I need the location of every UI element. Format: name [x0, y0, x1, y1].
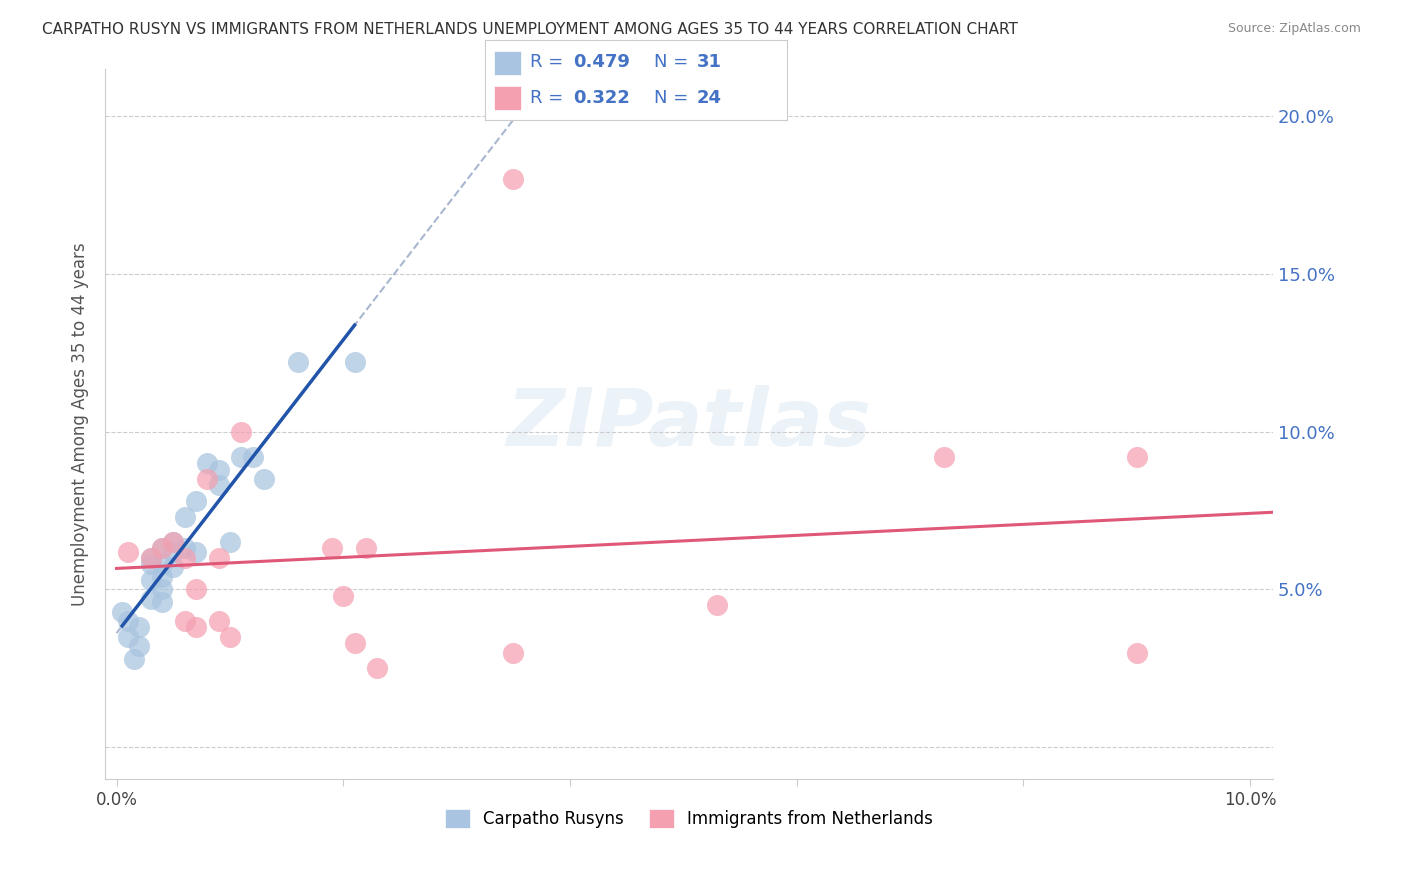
Point: [139, 550, 162, 565]
Point: [173, 509, 195, 524]
Point: [139, 558, 162, 572]
Point: [184, 620, 207, 634]
Point: [184, 494, 207, 508]
Point: [173, 541, 195, 556]
Point: [207, 614, 229, 628]
Point: [195, 472, 218, 486]
Point: [117, 544, 139, 558]
Point: [219, 535, 242, 549]
Point: [366, 661, 388, 675]
Point: [139, 573, 162, 587]
Y-axis label: Unemployment Among Ages 35 to 44 years: Unemployment Among Ages 35 to 44 years: [72, 242, 89, 606]
Point: [332, 589, 354, 603]
Point: [150, 558, 173, 572]
Point: [184, 544, 207, 558]
Point: [173, 614, 195, 628]
Text: CARPATHO RUSYN VS IMMIGRANTS FROM NETHERLANDS UNEMPLOYMENT AMONG AGES 35 TO 44 Y: CARPATHO RUSYN VS IMMIGRANTS FROM NETHER…: [42, 22, 1018, 37]
Point: [706, 599, 728, 613]
Legend: Carpatho Rusyns, Immigrants from Netherlands: Carpatho Rusyns, Immigrants from Netherl…: [439, 802, 939, 835]
Point: [934, 450, 956, 464]
Point: [128, 620, 150, 634]
Text: 24: 24: [696, 89, 721, 107]
Point: [207, 550, 229, 565]
Point: [287, 355, 309, 369]
Point: [195, 456, 218, 470]
Point: [117, 614, 139, 628]
Point: [242, 450, 264, 464]
Point: [321, 541, 343, 556]
Point: [139, 591, 162, 606]
Point: [219, 630, 242, 644]
Point: [343, 355, 366, 369]
Point: [162, 535, 184, 549]
Point: [139, 550, 162, 565]
Text: 0.479: 0.479: [572, 53, 630, 70]
Point: [128, 640, 150, 654]
Text: 0.322: 0.322: [572, 89, 630, 107]
Point: [231, 450, 253, 464]
Point: [502, 172, 524, 186]
Point: [207, 478, 229, 492]
Point: [1126, 450, 1149, 464]
Point: [173, 550, 195, 565]
Point: [117, 630, 139, 644]
Point: [253, 472, 276, 486]
Point: [184, 582, 207, 597]
Point: [162, 535, 184, 549]
Point: [343, 636, 366, 650]
FancyBboxPatch shape: [494, 51, 522, 75]
Point: [150, 595, 173, 609]
Point: [207, 462, 229, 476]
Text: R =: R =: [530, 89, 569, 107]
Point: [1126, 646, 1149, 660]
Point: [150, 570, 173, 584]
Point: [354, 541, 377, 556]
Point: [162, 544, 184, 558]
Point: [502, 646, 524, 660]
Point: [150, 541, 173, 556]
Text: N =: N =: [654, 53, 695, 70]
Point: [231, 425, 253, 439]
Point: [150, 582, 173, 597]
Point: [122, 652, 145, 666]
Text: 31: 31: [696, 53, 721, 70]
Text: Source: ZipAtlas.com: Source: ZipAtlas.com: [1227, 22, 1361, 36]
Point: [150, 541, 173, 556]
FancyBboxPatch shape: [494, 86, 522, 110]
Point: [111, 605, 134, 619]
Text: R =: R =: [530, 53, 569, 70]
Text: N =: N =: [654, 89, 695, 107]
Point: [162, 560, 184, 574]
Text: ZIPatlas: ZIPatlas: [506, 384, 872, 463]
